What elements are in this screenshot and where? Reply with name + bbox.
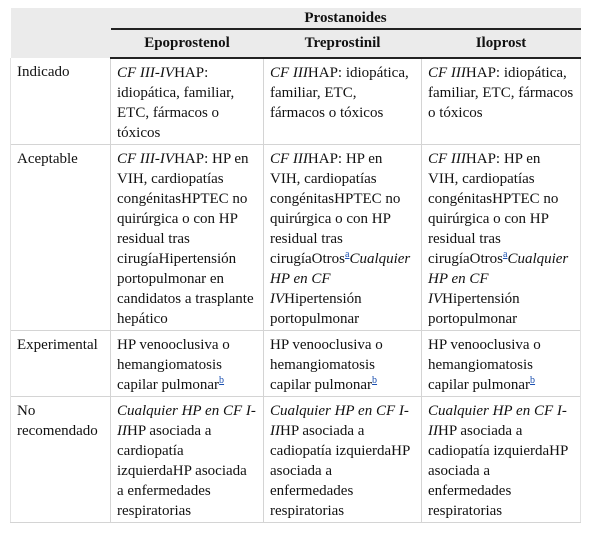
cell-text: HP asociada a cadiopatía izquierdaHP aso… xyxy=(428,423,568,519)
footnote-link[interactable]: b xyxy=(372,375,378,386)
table-row-aceptable: Aceptable CF III-IVHAP: HP en VIH, cardi… xyxy=(10,144,582,331)
row-label: Indicado xyxy=(10,58,111,145)
column-header-iloprost: Iloprost xyxy=(421,29,581,59)
cell-text: HAP: HP en VIH, cardiopatías congénitasH… xyxy=(270,151,401,267)
cell-text: HP venooclusiva o hemangiomatosis capila… xyxy=(117,337,230,393)
cell-text: Cualquier HP en CF I-II xyxy=(428,403,567,439)
table-cell: CF III-IVHAP: HP en VIH, cardiopatías co… xyxy=(110,144,264,331)
cell-text: HAP: idiopática, familiar, ETC, fármacos… xyxy=(428,65,574,121)
cell-text: CF III xyxy=(428,151,466,167)
table-cell: CF IIIHAP: idiopática, familiar, ETC, fá… xyxy=(263,58,422,145)
cell-text: Cualquier HP en CF I-II xyxy=(117,403,256,439)
table-cell: HP venooclusiva o hemangiomatosis capila… xyxy=(263,330,422,397)
cell-text: Hipertensión portopulmonar xyxy=(428,291,520,327)
column-header-treprostinil: Treprostinil xyxy=(263,29,422,59)
cell-text: CF III-IV xyxy=(117,151,175,167)
cell-text: HAP: HP en VIH, cardiopatías congénitasH… xyxy=(117,151,254,327)
table-cell: Cualquier HP en CF I-IIHP asociada a cad… xyxy=(420,396,582,523)
table-cell: HP venooclusiva o hemangiomatosis capila… xyxy=(110,330,264,397)
table-cell: CF IIIHAP: HP en VIH, cardiopatías congé… xyxy=(420,144,582,331)
footnote-link[interactable]: a xyxy=(502,249,508,260)
cell-text: HP asociada a cadiopatía izquierdaHP aso… xyxy=(270,423,410,519)
row-label: Aceptable xyxy=(10,144,111,331)
row-label: Experimental xyxy=(10,330,111,397)
cell-text: HP asociada a cardiopatía izquierdaHP as… xyxy=(117,423,247,519)
cell-text: CF III xyxy=(270,65,308,81)
table-cell: CF IIIHAP: HP en VIH, cardiopatías congé… xyxy=(263,144,422,331)
cell-text: HAP: idiopática, familiar, ETC, fármacos… xyxy=(117,65,235,141)
table-row-no-recomendado: No recomendado Cualquier HP en CF I-IIHP… xyxy=(10,396,582,523)
cell-text: CF III-IV xyxy=(117,65,175,81)
cell-text: HP venooclusiva o hemangiomatosis capila… xyxy=(428,337,541,393)
table-cell: Cualquier HP en CF I-IIHP asociada a cad… xyxy=(263,396,422,523)
prostanoides-table: Prostanoides Epoprostenol Treprostinil I… xyxy=(10,8,582,523)
footnote-link[interactable]: b xyxy=(219,375,225,386)
footnote-link[interactable]: b xyxy=(530,375,536,386)
corner-cell xyxy=(10,8,111,58)
cell-text: CF III xyxy=(270,151,308,167)
row-label: No recomendado xyxy=(10,396,111,523)
cell-text: HP venooclusiva o hemangiomatosis capila… xyxy=(270,337,383,393)
table-cell: HP venooclusiva o hemangiomatosis capila… xyxy=(420,330,582,397)
table-row-experimental: Experimental HP venooclusiva o hemangiom… xyxy=(10,330,582,397)
cell-text: Cualquier HP en CF IV xyxy=(270,251,411,307)
table-cell: Cualquier HP en CF I-IIHP asociada a car… xyxy=(110,396,264,523)
cell-text: CF III xyxy=(428,65,466,81)
table-cell: CF III-IVHAP: idiopática, familiar, ETC,… xyxy=(110,58,264,145)
table-row-indicado: Indicado CF III-IVHAP: idiopática, famil… xyxy=(10,58,582,145)
cell-text: Cualquier HP en CF I-II xyxy=(270,403,409,439)
cell-text: Hipertensión portopulmonar xyxy=(270,291,362,327)
group-header: Prostanoides xyxy=(110,8,581,30)
cell-text: Cualquier HP en CF IV xyxy=(428,251,569,307)
cell-text: HAP: HP en VIH, cardiopatías congénitasH… xyxy=(428,151,559,267)
table-cell: CF IIIHAP: idiopática, familiar, ETC, fá… xyxy=(420,58,582,145)
footnote-link[interactable]: a xyxy=(344,249,350,260)
column-header-epoprostenol: Epoprostenol xyxy=(110,29,264,59)
cell-text: HAP: idiopática, familiar, ETC, fármacos… xyxy=(270,65,409,121)
